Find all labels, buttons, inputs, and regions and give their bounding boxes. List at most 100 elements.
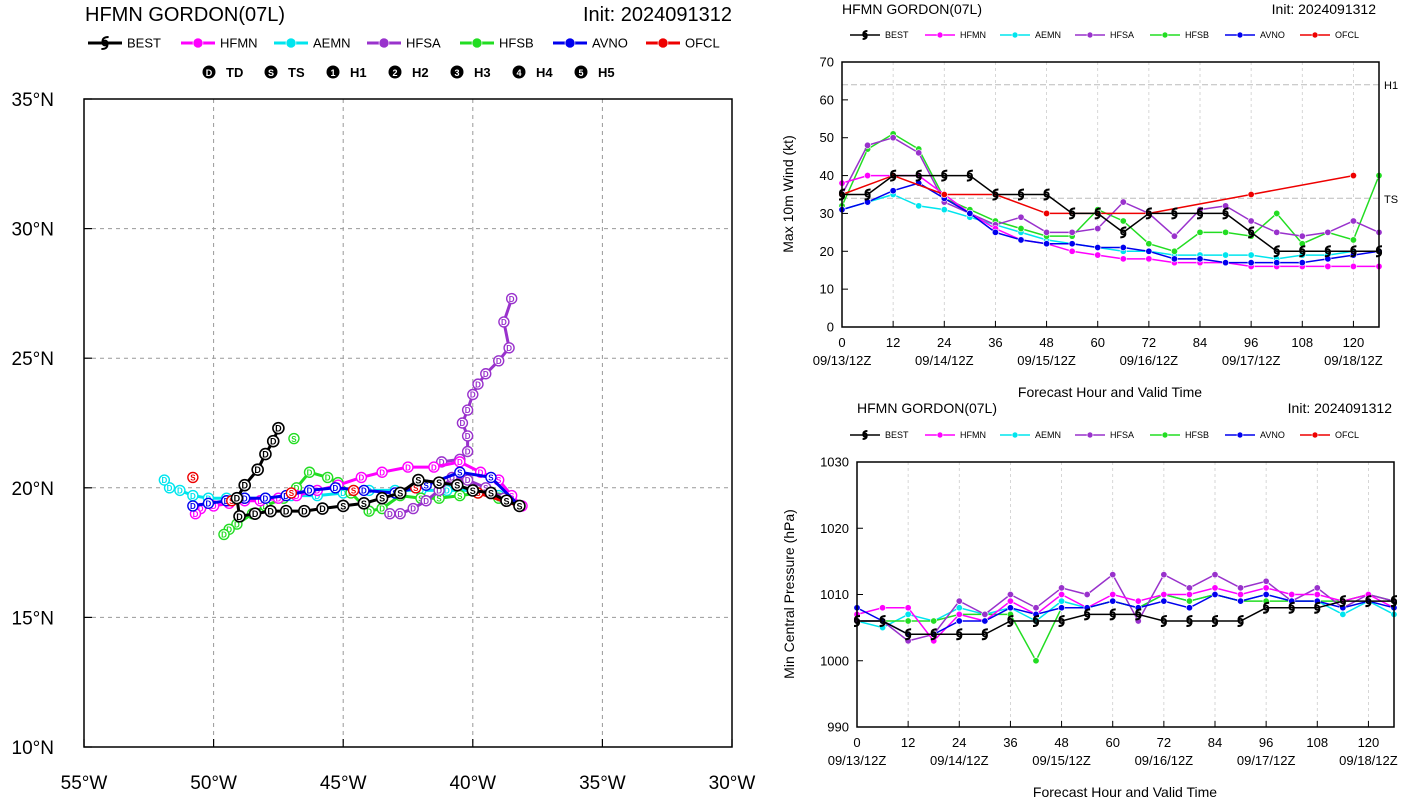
wind_panel-point-ofcl <box>1043 209 1051 217</box>
svg-text:D: D <box>465 448 471 457</box>
svg-text:D: D <box>319 504 326 514</box>
track-tick-label-x: 35°W <box>579 773 626 794</box>
pres_panel-point-avno <box>1262 590 1270 598</box>
track-ticks: 55°W 50°W 45°W 40°W 35°W 30°W 10°N 15°N 20°N 25°N… <box>12 90 756 794</box>
svg-text:D: D <box>221 531 227 540</box>
intensity-symbol-ts <box>264 65 278 79</box>
track-point: D <box>163 482 176 494</box>
wind_panel-point-avno <box>966 209 974 217</box>
tick-label-y: 1010 <box>820 587 849 602</box>
track-point: D <box>461 474 474 486</box>
legend-marker-aemn <box>285 37 297 49</box>
intensity-label-td: TD <box>226 65 243 80</box>
track-point: D <box>456 417 469 429</box>
tick-label-x: 120 <box>1358 735 1380 750</box>
pres_panel-point-best <box>905 628 912 641</box>
wind_panel-point-ofcl <box>1247 191 1255 199</box>
tick-label-x: 108 <box>1291 335 1313 350</box>
track-tick-label-x: 40°W <box>449 773 496 794</box>
track-point: D <box>329 482 342 494</box>
svg-text:S: S <box>379 494 385 504</box>
svg-text:S: S <box>436 478 442 488</box>
pres_panel-point-hfsa <box>955 597 963 605</box>
track-grid <box>84 99 732 747</box>
pres_panel-point-avno <box>1058 604 1066 612</box>
track-point: D <box>394 508 406 520</box>
wind_panel-point-hfsa <box>1043 228 1051 236</box>
track-point: D <box>376 466 388 478</box>
svg-text:D: D <box>444 487 450 496</box>
track-point: S <box>288 432 300 445</box>
intensity-symbol-text: 1 <box>330 68 335 78</box>
track-point: S <box>513 499 526 513</box>
intensity-label-h3: H3 <box>474 65 491 80</box>
pres_panel-point-best <box>1314 601 1321 614</box>
tick-label-y: 1000 <box>820 653 849 668</box>
tick-label-x: 0 <box>853 735 860 750</box>
wind_panel-point-hfsa <box>1273 228 1281 236</box>
pres_panel-point-hfsb <box>1185 597 1193 605</box>
wind_panel-point-hfsa <box>1247 217 1255 225</box>
svg-text:D: D <box>301 507 308 517</box>
pressure-legend: BEST HFMN AEMN HFSA HFSB AVNO OFCL <box>850 430 1359 440</box>
intensity-label-h5: H5 <box>598 65 615 80</box>
svg-text:D: D <box>405 463 411 472</box>
svg-text:D: D <box>234 520 240 529</box>
svg-text:S: S <box>413 484 419 493</box>
svg-text:D: D <box>190 492 196 501</box>
legend-marker-avno <box>1236 431 1244 439</box>
track-panel-init: Init: 2024091312 <box>583 4 732 26</box>
date-tick-label: 09/18/12Z <box>1339 753 1398 768</box>
wind_panel-line-hfsb <box>841 133 1380 253</box>
tick-label-y: 40 <box>820 168 834 183</box>
pres_panel-point-avno <box>1211 590 1219 598</box>
track-point: D <box>454 456 466 468</box>
wind_panel-point-hfmn <box>1324 262 1332 270</box>
wind_panel-point-best <box>1273 245 1280 258</box>
wind_panel-line-avno <box>841 182 1380 264</box>
pres_panel-point-hfsa <box>1032 604 1040 612</box>
tick-label-x: 24 <box>952 735 966 750</box>
svg-text:D: D <box>193 510 199 519</box>
wind_panel-line-hfsa <box>841 136 1380 238</box>
legend-marker-hfsb <box>1161 431 1169 439</box>
pres_panel-point-best <box>1007 615 1014 627</box>
svg-text:S: S <box>340 501 346 511</box>
track-point: S <box>412 473 425 487</box>
wind_panel-point-avno <box>1043 240 1051 248</box>
svg-text:D: D <box>439 458 445 467</box>
wind_panel-point-avno <box>1247 259 1255 267</box>
track-tick-label-x: 30°W <box>709 773 756 794</box>
svg-text:D: D <box>275 424 282 434</box>
track-point: D <box>202 497 215 510</box>
wind_panel-point-hfsa <box>1094 225 1102 233</box>
track-point: S <box>466 484 480 497</box>
pres_panel-point-hfmn <box>879 604 887 612</box>
date-tick-label: 09/15/12Z <box>1017 353 1076 368</box>
tick-label-y: 70 <box>820 55 834 70</box>
tick-label-x: 96 <box>1244 335 1258 350</box>
track-tick-label-y: 35°N <box>12 90 54 111</box>
svg-text:D: D <box>294 484 300 493</box>
wind_panel-point-best <box>1069 207 1076 220</box>
date-tick-label: 09/13/12Z <box>813 353 872 368</box>
svg-text:D: D <box>379 505 385 514</box>
legend-marker-aemn <box>1011 31 1019 39</box>
legend-label-best: BEST <box>127 36 161 51</box>
legend-marker-avno <box>1236 31 1244 39</box>
date-tick-label: 09/14/12Z <box>915 353 974 368</box>
tick-label-x: 36 <box>988 335 1002 350</box>
pres_panel-point-hfsa <box>1160 571 1168 579</box>
track-point: D <box>467 388 479 401</box>
intensity-label-h2: H2 <box>412 65 429 80</box>
wind_panel-point-avno <box>1119 244 1127 252</box>
pres_panel-line-aemn <box>856 593 1395 629</box>
svg-text:S: S <box>423 481 429 490</box>
svg-text:D: D <box>333 484 339 493</box>
pres_panel-point-aemn <box>955 604 963 612</box>
wind_panel-point-hfmn <box>1349 262 1357 270</box>
pres_panel-point-hfmn <box>904 604 912 612</box>
wind_panel-point-best <box>1171 207 1178 220</box>
pres_panel-point-hfsa <box>1109 571 1117 579</box>
pres_panel-point-hfmn <box>1134 597 1142 605</box>
